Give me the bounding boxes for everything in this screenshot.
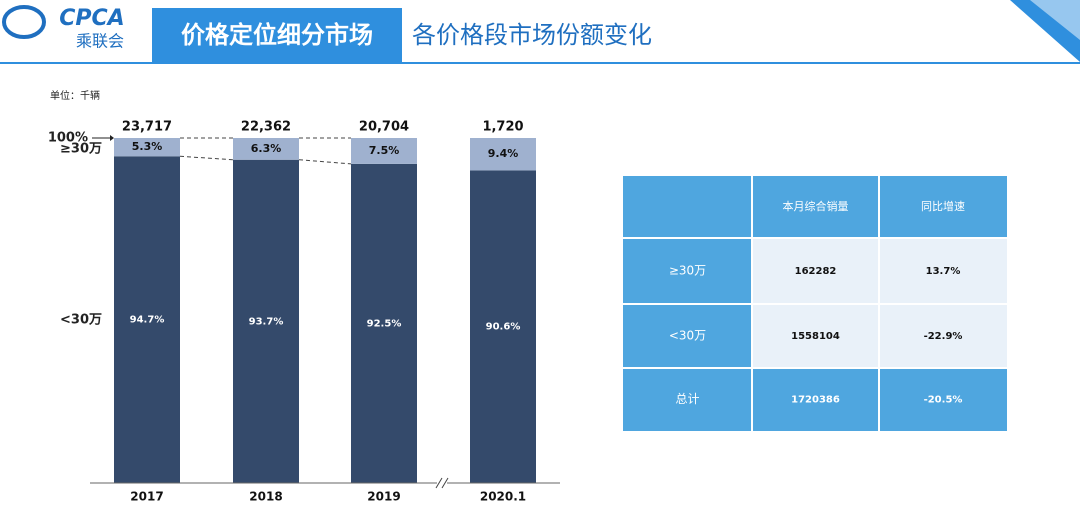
bar-segment [351,163,417,483]
value-label: 93.7% [249,316,284,327]
axis-break-gap [437,478,447,488]
x-tick-label: 2018 [249,490,282,504]
connector [298,159,352,165]
bar-total: 22,362 [241,120,291,135]
bar-segment [233,138,299,160]
table-cell-bg [879,368,1007,431]
table-cell-bg [752,368,879,431]
table-cell-bg [752,238,879,304]
table-cell: <30万 [669,329,706,343]
bar-segment [233,159,299,484]
table-cell: ≥30万 [669,264,706,278]
table-header-cell: 本月综合销量 [783,199,849,213]
table-cell-bg [623,304,752,368]
table-cell: -20.5% [924,395,963,406]
table-cell: -22.9% [924,331,963,342]
bar-segment [470,138,536,171]
axis-break [441,477,449,489]
unit-note: 单位：千辆 [50,89,100,102]
bar-segment [470,170,536,483]
bar-segment [114,138,180,157]
axis-break [435,477,443,489]
value-label: 5.3% [132,140,163,153]
series-label: <30万 [60,313,102,328]
section-title: 价格定位细分市场 [181,21,373,49]
bar-total: 20,704 [359,120,409,135]
table-header-bg [623,176,1007,238]
x-tick-label: 2019 [367,490,400,504]
table-cell-bg [879,238,1007,304]
logo-subtext: 乘联会 [76,32,124,51]
bar-total: 23,717 [122,120,172,135]
table-cell: 1720386 [791,395,840,406]
y-tick-label: 100% [48,131,88,146]
value-label: 7.5% [369,144,400,157]
table-cell: 13.7% [926,266,961,277]
table-cell: 总计 [675,392,699,406]
corner-decoration [1030,0,1080,40]
chart: 100% 94.7% 93.7% 92.5% 90.6% <30万 5.3% 6.3% 7.5%… [48,120,560,504]
value-label: 9.4% [488,147,519,160]
logo-mark [2,5,46,39]
slide-title: 各价格段市场份额变化 [412,21,652,49]
value-label: 92.5% [367,318,402,329]
bar-total: 1,720 [482,120,523,135]
table-cell-bg [752,304,879,368]
value-label: 90.6% [486,322,521,333]
table-cell: 1558104 [791,331,840,342]
logo-text: CPCA [59,6,124,31]
series-label: ≥30万 [60,142,102,157]
value-label: 94.7% [130,315,165,326]
table-cell: 162282 [795,266,837,277]
table-header-cell: 同比增速 [921,199,965,213]
x-tick-label: 2017 [130,490,163,504]
x-tick-label: 2020.1 [480,490,526,504]
table: 本月综合销量 同比增速 ≥30万 162282 13.7% <30万 1558104 -22.… [623,176,1007,431]
arrow-head [110,135,114,141]
value-label: 6.3% [251,142,282,155]
section-box [152,8,402,62]
connector [179,155,234,161]
bar-segment [351,138,417,164]
table-cell-bg [623,368,752,431]
table-cell-bg [879,304,1007,368]
bar-segment [114,156,180,483]
table-cell-bg [623,238,752,304]
